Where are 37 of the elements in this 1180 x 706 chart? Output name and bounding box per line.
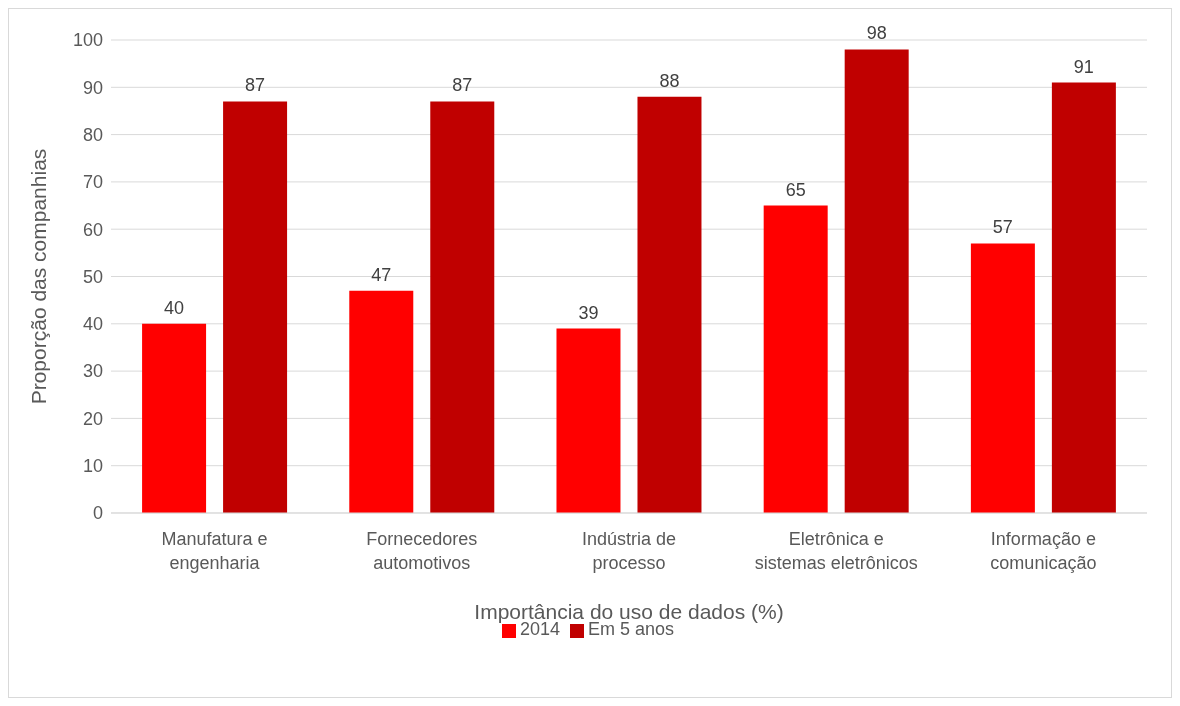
- y-tick-label: 50: [82, 266, 103, 287]
- x-tick-label: Fornecedores automotivos: [366, 529, 478, 573]
- y-tick-label: 60: [82, 219, 103, 240]
- bar: [430, 101, 495, 513]
- data-label: 65: [785, 179, 806, 200]
- bar: [637, 96, 702, 513]
- bar: [556, 328, 621, 513]
- y-tick-label: 100: [72, 30, 103, 51]
- y-tick-label: 40: [82, 314, 103, 335]
- y-tick-label: 0: [92, 503, 103, 524]
- x-tick-label: Manufatura e engenharia: [161, 529, 268, 573]
- bar: [844, 49, 909, 513]
- data-label: 91: [1073, 56, 1094, 77]
- data-label: 87: [245, 75, 266, 96]
- y-tick-label: 30: [82, 361, 103, 382]
- bar: [970, 243, 1035, 513]
- x-tick-label: Eletrônica e sistemas eletrônicos: [754, 529, 918, 573]
- data-label: 88: [659, 70, 680, 91]
- y-tick-label: 20: [82, 408, 103, 429]
- bar: [349, 290, 414, 513]
- x-tick-label: Informação e comunicação: [990, 529, 1097, 573]
- y-axis-title: Proporção das companhias: [27, 148, 51, 405]
- data-label: 47: [371, 264, 392, 285]
- y-tick-label: 70: [82, 172, 103, 193]
- data-label: 39: [578, 302, 599, 323]
- bar: [763, 205, 828, 513]
- y-tick-label: 80: [82, 124, 103, 145]
- data-label: 98: [866, 23, 887, 44]
- x-tick-label: Indústria de processo: [581, 529, 677, 573]
- bar: [1051, 82, 1116, 513]
- bar: [142, 323, 207, 513]
- data-label: 87: [452, 75, 473, 96]
- data-label: 40: [164, 297, 185, 318]
- y-tick-label: 90: [82, 77, 103, 98]
- bar: [223, 101, 288, 513]
- data-label: 57: [992, 217, 1013, 238]
- y-tick-label: 10: [82, 456, 103, 477]
